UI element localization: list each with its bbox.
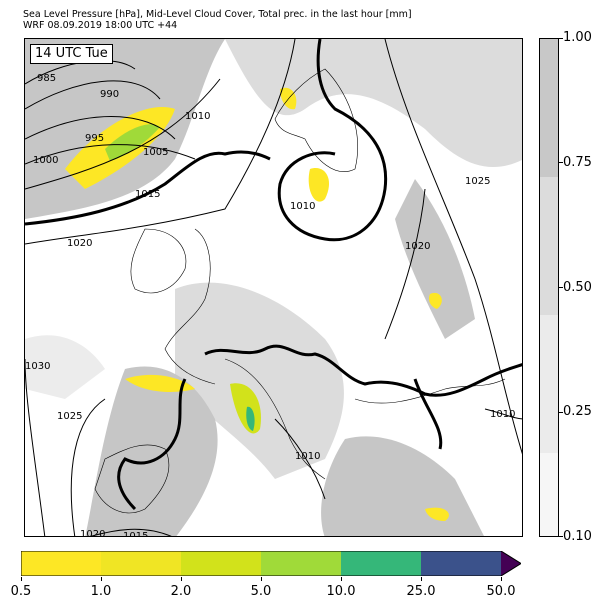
isobar-1025-west [70, 398, 106, 536]
precip-swatch-4 [341, 551, 421, 576]
coastline-britain [130, 228, 187, 294]
isobar-1030 [25, 358, 46, 536]
precip-extend-arrow [501, 551, 521, 576]
isobar-1015-bold-low [277, 39, 388, 242]
cloud-tick-label: 0.50 [563, 280, 592, 295]
cloud-tickmark [559, 536, 563, 537]
cloud-region-north [225, 39, 522, 167]
isobar-1015-south [90, 528, 172, 536]
precip-italy-core [246, 406, 255, 431]
isobar-label: 1010 [295, 451, 320, 462]
precip-tick-label: 2.0 [170, 584, 192, 599]
precip-scandinavia [280, 87, 297, 110]
cloud-region-south [321, 436, 484, 536]
precip-colorbar [21, 551, 521, 576]
isobar-label-group: 985 990 995 1000 1005 1010 1015 1020 101… [25, 73, 515, 537]
isobar-label: 1025 [465, 176, 490, 187]
isobar-label: 1010 [490, 409, 515, 420]
cloud-cover-colorbar [539, 38, 559, 537]
cloud-region-central [175, 282, 344, 479]
cloud-tickmark [559, 412, 563, 413]
precip-swatch-0 [21, 551, 101, 576]
isobar-label: 990 [100, 89, 119, 100]
isobar-label: 1010 [185, 111, 210, 122]
coastline-balkans [354, 378, 506, 404]
cloud-tickmark [559, 287, 563, 288]
isobar-label: 1020 [67, 238, 92, 249]
precip-swatch-3 [261, 551, 341, 576]
coastline-iberia [94, 444, 170, 514]
precip-swatch-2 [181, 551, 261, 576]
cloud-tick-label: 0.25 [563, 404, 592, 419]
precip-tick-label: 5.0 [250, 584, 272, 599]
precip-tick-label: 1.0 [90, 584, 112, 599]
isobar-1000 [25, 144, 196, 165]
isobar-990 [25, 80, 161, 110]
cloud-region-southwest [85, 366, 218, 536]
chart-subtitle: WRF 08.09.2019 18:00 UTC +44 [23, 20, 178, 31]
coastline-france [164, 228, 216, 385]
precip-tickmark [421, 577, 422, 581]
cloud-region-west [25, 335, 105, 399]
precip-south-east [425, 507, 449, 521]
precip-tickmark [21, 577, 22, 581]
cloud-cover-layer [25, 39, 522, 536]
isobar-1025-east [384, 39, 522, 455]
coastline-scandinavia [274, 68, 358, 172]
precip-swatch-1 [101, 551, 181, 576]
weather-map: 985 990 995 1000 1005 1010 1015 1020 101… [24, 38, 523, 537]
isobar-1005 [25, 78, 221, 190]
isobars [25, 39, 522, 536]
precip-tickmark [501, 577, 502, 581]
isobar-label: 985 [37, 73, 56, 84]
isobar-label: 1020 [80, 529, 105, 537]
isobar-1015-bold-north [25, 150, 271, 226]
isobar-1020 [25, 39, 296, 245]
precip-colorbar-outline [21, 551, 521, 576]
isobar-1020-east [384, 188, 426, 340]
isobar-995 [25, 116, 176, 140]
precip-atlantic-core [105, 124, 160, 161]
precip-swatch-5 [421, 551, 501, 576]
isobar-label: 1000 [33, 155, 58, 166]
isobar-1010-south [274, 418, 326, 500]
isobar-1015-bold-iberia [117, 378, 187, 511]
isobar-label: 1005 [143, 147, 168, 158]
cloud-tick-label: 1.00 [563, 30, 592, 45]
isobar-1015-bold-south [204, 344, 522, 397]
cloud-region-east [395, 179, 475, 339]
precip-tickmark [341, 577, 342, 581]
precip-tickmark [261, 577, 262, 581]
isobar-label: 995 [85, 133, 104, 144]
precip-tick-label: 25.0 [406, 584, 436, 599]
cloud-tick-label: 0.10 [563, 529, 592, 544]
isobars-bold [25, 39, 522, 511]
precip-layer [65, 87, 449, 521]
isobar-label: 1010 [290, 201, 315, 212]
map-canvas: 985 990 995 1000 1005 1010 1015 1020 101… [25, 39, 522, 537]
isobar-label: 1015 [135, 189, 160, 200]
precip-tick-label: 50.0 [486, 584, 516, 599]
cloud-tick-label: 0.75 [563, 155, 592, 170]
precip-sweden [308, 168, 330, 202]
isobar-label: 1015 [123, 531, 148, 537]
precip-tickmark [101, 577, 102, 581]
valid-time-label: 14 UTC Tue [30, 44, 113, 64]
cloud-tickmark [559, 162, 563, 163]
precip-france-south [125, 374, 195, 392]
precip-tick-label: 10.0 [326, 584, 356, 599]
precip-tickmark [181, 577, 182, 581]
isobar-label: 1030 [25, 361, 50, 372]
isobar-1015-bold-balkans [413, 378, 443, 450]
precip-east [428, 292, 442, 309]
isobar-label: 1020 [405, 241, 430, 252]
cloud-tickmark [559, 38, 563, 39]
isobar-label: 1025 [57, 411, 82, 422]
isobar-1010-east [484, 408, 522, 420]
precip-tick-label: 0.5 [10, 584, 32, 599]
chart-title: Sea Level Pressure [hPa], Mid-Level Clou… [23, 9, 412, 20]
